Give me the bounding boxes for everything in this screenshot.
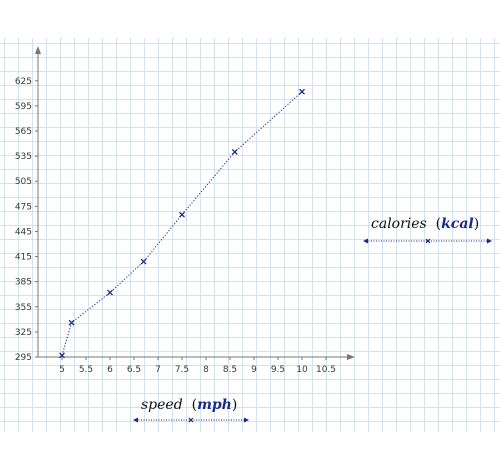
y-label-placeholder-arrow-left (363, 238, 368, 244)
x-tick-label: 8 (203, 365, 209, 375)
x-tick-label: 10 (296, 365, 308, 375)
y-tick-label: 475 (15, 202, 32, 212)
x-tick-label: 7 (155, 365, 161, 375)
x-label-placeholder-marker (188, 417, 194, 423)
y-tick-label: 355 (15, 303, 32, 313)
y-tick-label: 625 (15, 77, 32, 87)
y-tick-label: 535 (15, 152, 32, 162)
y-tick-label: 595 (15, 102, 32, 112)
data-point-marker (231, 148, 238, 155)
data-point-marker (140, 258, 147, 265)
y-axis-arrow (35, 46, 41, 54)
x-axis-label[interactable]: speed (mph) (141, 397, 238, 413)
y-tick-label: 415 (15, 253, 32, 263)
x-label-placeholder-arrow-left (133, 417, 138, 423)
x-tick-label: 10.5 (316, 365, 336, 375)
series-line (61, 91, 303, 356)
y-tick-label: 505 (15, 177, 32, 187)
data-point-marker (59, 352, 65, 359)
y-axis-label-name: calories (371, 216, 427, 232)
y-axis-label[interactable]: calories (kcal) (371, 216, 480, 232)
grid-background (0, 38, 500, 432)
y-tick-label: 445 (15, 227, 32, 237)
y-tick-label: 325 (15, 328, 32, 338)
x-tick-label: 6.5 (127, 365, 141, 375)
data-point-marker (68, 319, 75, 326)
data-point-marker (179, 211, 185, 218)
y-tick-label: 295 (15, 353, 32, 363)
x-tick-label: 9 (251, 365, 257, 375)
data-point-marker (107, 289, 113, 296)
x-label-placeholder-arrow-right (244, 417, 249, 423)
y-tick-label: 385 (15, 278, 32, 288)
x-axis-arrow (347, 354, 355, 360)
data-point-marker (299, 88, 305, 95)
x-axis-label-unit: mph (197, 397, 232, 413)
x-tick-label: 6 (107, 365, 113, 375)
x-tick-label: 7.5 (175, 365, 189, 375)
y-tick-label: 565 (15, 127, 32, 137)
x-tick-label: 8.5 (223, 365, 237, 375)
y-axis-label-unit: kcal (441, 216, 474, 232)
y-label-placeholder-marker (425, 238, 431, 244)
x-tick-label: 9.5 (271, 365, 285, 375)
x-axis-label-name: speed (141, 397, 183, 413)
x-tick-label: 5.5 (79, 365, 93, 375)
x-tick-label: 5 (59, 365, 65, 375)
y-label-placeholder-arrow-right (487, 238, 492, 244)
